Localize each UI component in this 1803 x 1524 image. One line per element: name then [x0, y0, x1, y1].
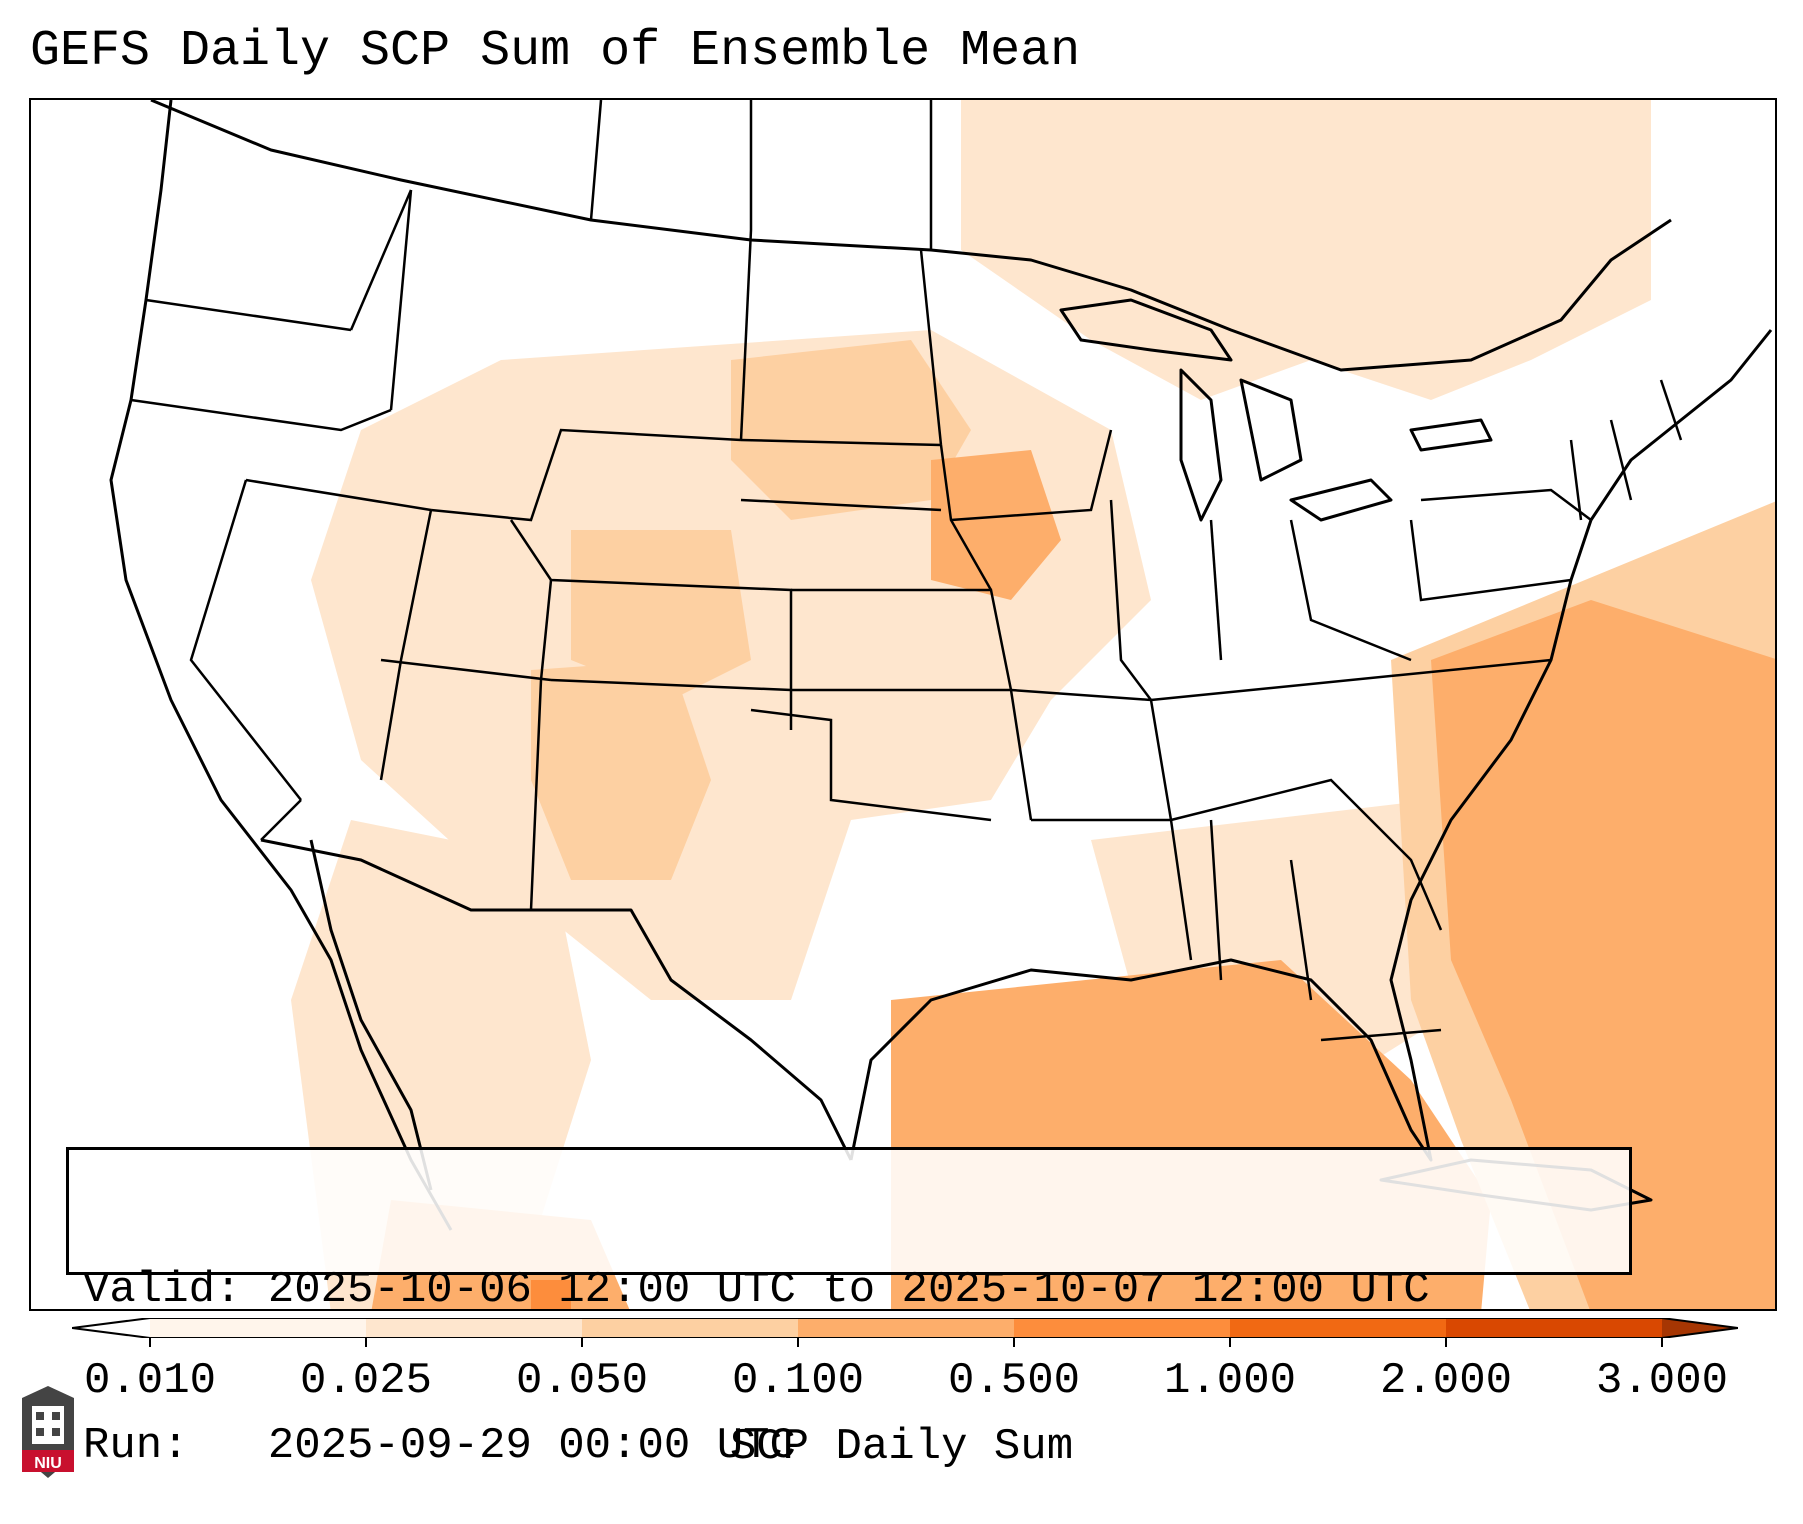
state-line — [740, 498, 942, 512]
state-line — [1320, 1028, 1442, 1042]
state-line — [750, 708, 992, 822]
state-lines — [130, 100, 1683, 1042]
colorbar-tick-mark — [365, 1337, 367, 1347]
state-line — [1170, 778, 1443, 931]
state-line — [430, 428, 742, 522]
state-line — [1659, 379, 1683, 441]
state-line — [739, 229, 753, 441]
state-line — [145, 298, 352, 332]
validity-info-box: Valid: 2025-10-06 12:00 UTC to 2025-10-0… — [66, 1147, 1632, 1471]
valid-time-text: Valid: 2025-10-06 12:00 UTC to 2025-10-0… — [83, 1265, 1430, 1315]
state-line — [950, 429, 1113, 522]
state-line — [1209, 519, 1223, 661]
state-line — [189, 479, 302, 801]
colorbar-tick-mark — [1013, 1337, 1015, 1347]
colorbar-tick-mark — [1661, 1337, 1663, 1347]
shade-atlantic-core — [1431, 600, 1775, 1309]
run-time-text: Run: 2025-09-29 00:00 UTC — [83, 1421, 796, 1471]
map-title: GEFS Daily SCP Sum of Ensemble Mean — [30, 23, 1081, 80]
scp-shading — [291, 100, 1775, 1309]
colorbar — [72, 1318, 1738, 1338]
map-canvas — [109, 100, 1775, 1309]
niu-logo: NIU — [22, 1386, 74, 1478]
state-line — [919, 249, 993, 591]
baja-peninsula — [309, 839, 433, 1191]
state-line — [740, 438, 942, 447]
colorbar-tick-label: 0.500 — [947, 1356, 1081, 1406]
state-line — [1150, 658, 1552, 702]
colorbar-segments — [72, 1318, 1738, 1338]
state-line — [529, 579, 553, 911]
state-line — [1209, 819, 1223, 981]
colorbar-tick-label: 0.100 — [731, 1356, 865, 1406]
colorbar-tick-mark — [581, 1337, 583, 1347]
state-line — [509, 519, 793, 730]
state-line — [1109, 499, 1152, 701]
shade-dakotas — [731, 340, 971, 520]
state-line — [245, 478, 432, 512]
shade-new-mexico — [531, 660, 711, 880]
state-line — [379, 509, 433, 781]
colorbar-segment — [1446, 1318, 1663, 1338]
state-line — [1289, 519, 1412, 662]
shade-iowa — [931, 450, 1061, 600]
us-canada-border — [150, 100, 1672, 372]
colorbar-tick-mark — [149, 1337, 151, 1347]
state-line — [349, 189, 413, 331]
great-lakes-superior — [1059, 298, 1233, 362]
colorbar-over-extension — [1662, 1318, 1738, 1338]
colorbar-tick-mark — [1229, 1337, 1231, 1347]
state-line — [130, 398, 392, 432]
state-line — [380, 658, 552, 682]
east-coastline — [1589, 329, 1773, 521]
state-line — [1609, 419, 1633, 501]
state-line — [1409, 519, 1572, 602]
colorbar-tick-label: 0.010 — [83, 1356, 217, 1406]
shade-colorado — [571, 530, 751, 700]
state-line — [1569, 439, 1583, 521]
shade-hotspot — [531, 1280, 571, 1309]
great-lakes-michigan — [1179, 368, 1223, 522]
map-panel — [29, 98, 1777, 1311]
great-lakes-huron — [1239, 378, 1303, 482]
colorbar-tick-mark — [797, 1337, 799, 1347]
colorbar-segment — [1230, 1318, 1447, 1338]
colorbar-tick-label: 0.025 — [299, 1356, 433, 1406]
shade-northeast-canada — [961, 100, 1651, 400]
state-line — [1289, 859, 1313, 1001]
state-line — [550, 678, 792, 692]
colorbar-segment — [366, 1318, 583, 1338]
colorbar-segment — [1014, 1318, 1231, 1338]
colorbar-segment — [150, 1318, 367, 1338]
colorbar-tick-label: 1.000 — [1163, 1356, 1297, 1406]
state-line — [1420, 488, 1592, 521]
great-lakes-ontario — [1409, 418, 1493, 452]
colorbar-tick-label: 3.000 — [1595, 1356, 1729, 1406]
state-line — [589, 100, 603, 221]
logo-text: NIU — [34, 1455, 62, 1472]
colorbar-tick-mark — [1445, 1337, 1447, 1347]
state-line — [260, 799, 302, 841]
us-mexico-border — [260, 838, 853, 1161]
colorbar-under-extension — [72, 1318, 150, 1338]
gulf-coastline — [849, 519, 1593, 1162]
great-lakes-erie — [1289, 478, 1393, 522]
colorbar-tick-label: 0.050 — [515, 1356, 649, 1406]
state-line — [389, 189, 413, 411]
colorbar-tick-label: 2.000 — [1379, 1356, 1513, 1406]
colorbar-segment — [798, 1318, 1015, 1338]
colorbar-label: SCP Daily Sum — [729, 1422, 1074, 1472]
colorbar-segment — [582, 1318, 799, 1338]
